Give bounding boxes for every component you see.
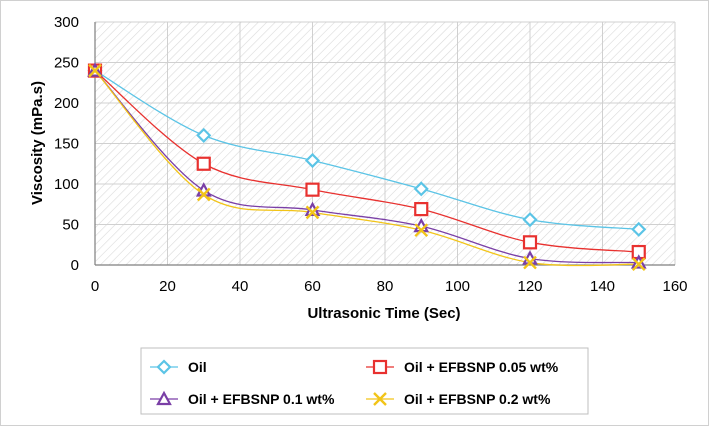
data-point-series-4: [88, 63, 102, 78]
data-point-series-1: [413, 181, 429, 197]
y-tick-labels: 0 50 100 150 200 250 300: [54, 14, 79, 274]
data-point-series-1: [304, 152, 321, 169]
data-point-series-4: [523, 255, 537, 270]
series-markers: [87, 62, 647, 272]
data-point-series-2: [522, 235, 538, 250]
data-point-series-4: [196, 187, 211, 202]
y-tick-label: 300: [54, 14, 79, 31]
data-point-series-1: [196, 127, 212, 143]
legend-marker: [156, 359, 172, 375]
y-tick-label: 100: [54, 176, 79, 193]
legend-marker: [372, 359, 388, 375]
x-tick-label: 60: [304, 278, 321, 295]
x-tick-label: 80: [377, 278, 394, 295]
legend-label: Oil + EFBSNP 0.05 wt%: [404, 359, 559, 375]
gridlines: [94, 21, 676, 266]
data-point-series-2: [414, 202, 429, 217]
legend-label: Oil + EFBSNP 0.2 wt%: [404, 391, 551, 407]
series-line-3: [94, 70, 639, 264]
x-tick-label: 20: [159, 278, 176, 295]
legend-label: Oil: [188, 359, 207, 375]
data-point-series-2: [305, 182, 320, 197]
data-point-series-4: [631, 257, 646, 272]
y-tick-label: 0: [71, 257, 79, 274]
y-tick-label: 200: [54, 95, 79, 112]
x-tick-label: 100: [445, 278, 470, 295]
x-axis-title: Ultrasonic Time (Sec): [307, 305, 460, 322]
legend-marker: [373, 392, 387, 406]
y-tick-label: 150: [54, 136, 79, 153]
data-point-series-4: [414, 223, 429, 238]
legend-marker: [156, 390, 172, 406]
data-point-series-2: [196, 156, 211, 171]
y-tick-label: 250: [54, 55, 79, 72]
x-tick-label: 160: [662, 278, 687, 295]
series-line-4: [94, 70, 639, 267]
x-tick-label: 140: [590, 278, 615, 295]
x-tick-label: 0: [91, 278, 99, 295]
x-tick-label: 40: [232, 278, 249, 295]
y-tick-label: 50: [62, 217, 79, 234]
legend-label: Oil + EFBSNP 0.1 wt%: [188, 391, 335, 407]
x-tick-labels: 0 20 40 60 80 100 120 140 160: [91, 278, 688, 295]
series-line-1: [94, 70, 639, 231]
series-lines: [94, 70, 639, 267]
legend-box: [140, 347, 589, 415]
y-axis-title: Viscosity (mPa.s): [29, 81, 46, 205]
series-line-2: [94, 70, 639, 253]
x-tick-label: 120: [517, 278, 542, 295]
legend: Oil Oil + EFBSNP 0.05 wt% Oil + EFBSNP 0.1…: [150, 359, 559, 407]
data-point-series-1: [522, 212, 538, 228]
data-point-series-1: [631, 221, 647, 237]
data-point-series-4: [305, 205, 320, 220]
